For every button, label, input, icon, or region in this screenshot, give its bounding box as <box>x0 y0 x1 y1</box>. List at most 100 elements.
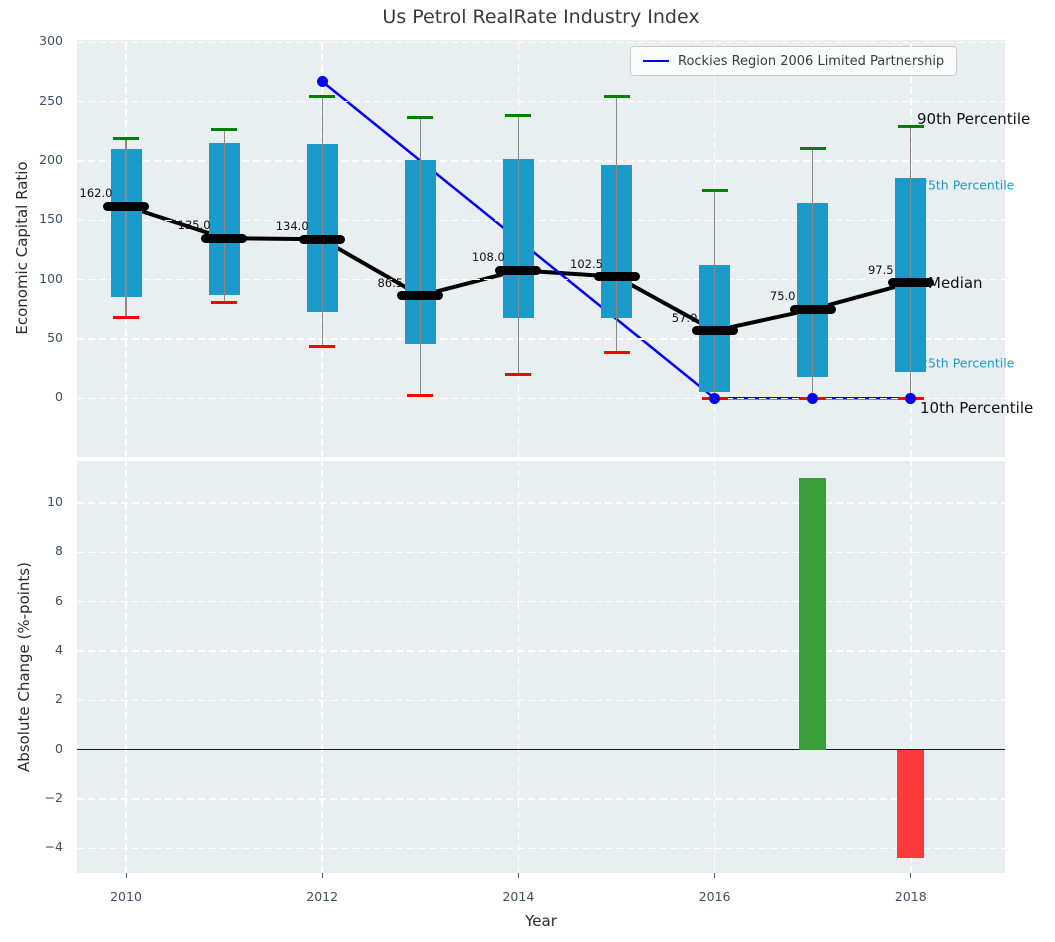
p10-cap <box>211 300 238 304</box>
x-tick-label: 2014 <box>502 889 535 904</box>
gridline-vertical <box>910 461 912 873</box>
gridline-horizontal <box>77 798 1005 800</box>
gridline-horizontal <box>77 160 1005 162</box>
y-tick-label: 100 <box>39 270 63 286</box>
y-tick-label: −4 <box>44 839 63 855</box>
p10-cap <box>603 350 630 354</box>
gridline-horizontal <box>77 699 1005 702</box>
whisker-line <box>714 190 716 399</box>
p90-cap <box>407 115 434 119</box>
whisker-line <box>125 138 127 318</box>
whisker-line <box>812 148 814 399</box>
company-point <box>709 392 721 404</box>
change-bar-2018 <box>897 749 925 859</box>
company-point <box>807 392 819 404</box>
gridline-vertical <box>713 461 716 873</box>
y-tick-label: 4 <box>55 642 63 657</box>
x-tick-mark <box>125 873 127 878</box>
x-tick-mark <box>714 873 716 878</box>
gridline-vertical <box>517 461 520 873</box>
whisker-line <box>517 115 519 375</box>
median-marker <box>887 278 934 288</box>
gridline-vertical <box>321 461 323 873</box>
company-point <box>316 76 328 87</box>
company-point <box>905 392 917 404</box>
median-marker <box>201 233 248 243</box>
median-value-label: 75.0 <box>769 289 796 304</box>
y-tick-label: 300 <box>39 33 63 49</box>
legend-label: Rockies Region 2006 Limited Partnership <box>678 53 945 69</box>
median-value-label: 108.0 <box>471 250 505 265</box>
gridline-horizontal <box>77 41 1005 44</box>
gridline-horizontal <box>77 219 1005 222</box>
median-value-label: 86.5 <box>377 275 404 290</box>
gridline-horizontal <box>77 600 1005 603</box>
annotation-p90: 90th Percentile <box>917 109 1031 128</box>
median-marker <box>299 234 346 244</box>
median-value-label: 102.5 <box>570 256 603 271</box>
annotation-p10: 10th Percentile <box>920 399 1034 418</box>
median-value-label: 162.0 <box>79 186 113 201</box>
y-tick-label: 0 <box>55 740 63 756</box>
p90-cap <box>309 95 336 99</box>
p90-cap <box>799 146 826 150</box>
annotation-q25: 25th Percentile <box>920 355 1015 371</box>
zero-line <box>77 749 1005 751</box>
x-tick-label: 2012 <box>306 889 339 904</box>
gridline-vertical <box>125 461 127 873</box>
y-tick-label: 0 <box>55 389 63 405</box>
whisker-line <box>910 126 912 399</box>
annotation-median: Median <box>928 273 983 292</box>
gridline-horizontal <box>77 397 1005 400</box>
gridline-horizontal <box>77 100 1005 103</box>
whisker-line <box>419 117 421 396</box>
whisker-line <box>321 96 323 346</box>
x-tick-label: 2016 <box>698 889 731 904</box>
y-tick-label: 50 <box>47 330 63 345</box>
median-marker <box>495 265 542 275</box>
y-tick-label: 250 <box>39 92 63 108</box>
y-tick-label: 2 <box>55 691 63 707</box>
median-value-label: 134.0 <box>275 219 309 234</box>
gridline-horizontal <box>77 551 1005 554</box>
p90-cap <box>505 114 532 118</box>
median-value-label: 97.5 <box>867 262 894 277</box>
median-marker <box>103 201 149 211</box>
x-tick-label: 2010 <box>110 889 142 904</box>
y-axis-label-economic-capital-ratio: Economic Capital Ratio <box>13 161 31 335</box>
gridline-horizontal <box>77 338 1005 340</box>
median-marker <box>593 272 640 282</box>
y-tick-label: 150 <box>39 211 63 227</box>
p10-cap <box>407 394 434 398</box>
x-tick-mark <box>517 873 519 878</box>
median-marker <box>691 326 738 336</box>
y-tick-label: 200 <box>39 152 63 167</box>
x-axis-label-year: Year <box>525 912 557 930</box>
p10-cap <box>309 344 336 348</box>
x-tick-label: 2018 <box>894 889 927 904</box>
median-value-label: 57.0 <box>671 310 698 325</box>
y-tick-label: −2 <box>44 790 63 805</box>
p90-cap <box>211 127 238 131</box>
p90-cap <box>897 125 924 129</box>
annotation-q75: 75th Percentile <box>920 177 1015 193</box>
median-marker <box>397 291 444 301</box>
legend-line-swatch <box>643 60 669 62</box>
p90-cap <box>603 95 630 99</box>
whisker-line <box>223 129 225 303</box>
legend: Rockies Region 2006 Limited Partnership <box>630 46 958 76</box>
p90-cap <box>701 189 728 193</box>
gridline-horizontal <box>77 502 1005 504</box>
x-tick-mark <box>321 873 323 878</box>
gridline-horizontal <box>77 847 1005 850</box>
gridline-horizontal <box>77 650 1005 652</box>
median-value-label: 135.0 <box>177 218 211 233</box>
change-bar-2017 <box>799 478 827 750</box>
y-tick-label: 10 <box>47 493 63 509</box>
p10-cap <box>505 373 532 376</box>
p90-cap <box>113 137 139 140</box>
y-tick-label: 8 <box>55 543 63 559</box>
gridline-horizontal <box>77 278 1005 281</box>
whisker-line <box>615 96 618 352</box>
